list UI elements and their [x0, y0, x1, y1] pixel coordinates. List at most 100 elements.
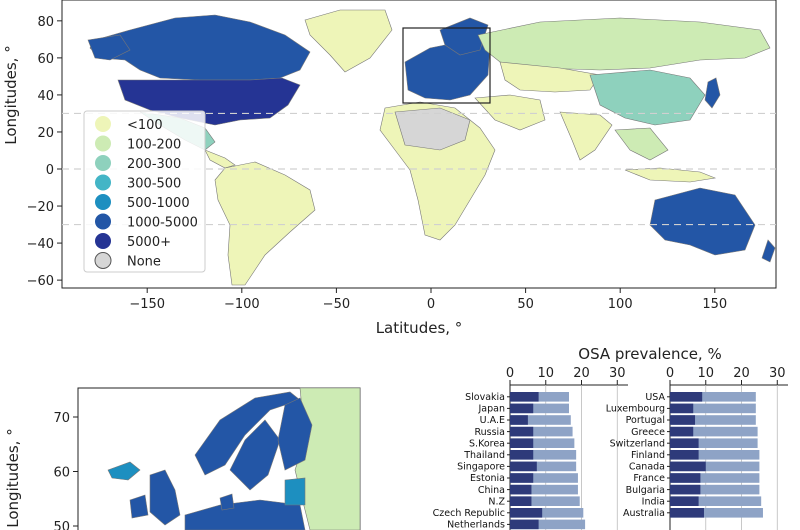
y-tick-label: −20	[27, 200, 54, 215]
legend-swatch	[95, 213, 111, 230]
bar-moderate-severe	[670, 392, 703, 402]
region-scandinavia	[439, 17, 489, 56]
region-australia	[649, 187, 756, 256]
bar-total	[510, 496, 580, 506]
legend-swatch	[94, 252, 112, 269]
world-y-axis-label: Longitudes, °	[2, 45, 20, 144]
y-tick-label: 60	[53, 466, 70, 481]
world-map-panel: −150 −100 −50 0 50 100 150 806040200−20−40−60 …	[2, 0, 777, 337]
y-tick-label: −60	[27, 274, 54, 289]
bar-tick-label: 30	[769, 366, 786, 381]
category-label: India	[642, 496, 665, 507]
category-label: China	[478, 485, 505, 496]
bar-moderate-severe	[510, 392, 539, 402]
region-south-america	[214, 161, 316, 286]
x-tick-label: 0	[427, 297, 435, 312]
world-landmasses	[87, 9, 776, 286]
category-label: Estonia	[470, 473, 505, 484]
category-label: Thailand	[463, 450, 505, 461]
legend-swatch	[95, 174, 111, 191]
x-tick-label: −150	[129, 297, 165, 312]
y-tick-label: 0	[46, 163, 54, 178]
category-label: Canada	[629, 462, 665, 473]
legend-label: 300-500	[127, 177, 181, 192]
category-label: France	[633, 473, 665, 484]
bar-total	[510, 461, 577, 472]
bar-total	[510, 438, 575, 448]
region-sahara-none	[394, 107, 471, 151]
bar-moderate-severe	[670, 415, 696, 425]
bar-moderate-severe	[510, 519, 539, 530]
region-iceland	[107, 461, 141, 481]
bar-total	[670, 415, 756, 425]
bar-total	[510, 392, 569, 402]
y-tick-label: 60	[37, 52, 54, 67]
category-label: Switzerland	[610, 438, 665, 449]
bar-total	[670, 392, 756, 402]
category-label: Portugal	[626, 415, 665, 426]
category-label: S.Korea	[469, 438, 505, 449]
bar-moderate-severe	[510, 450, 534, 460]
y-tick-label: 40	[37, 89, 54, 104]
legend-swatch	[95, 135, 111, 152]
bar-total	[670, 508, 763, 518]
bar-moderate-severe	[670, 473, 701, 483]
legend-swatch	[95, 155, 111, 171]
world-legend: <100 100-200 200-300 300-500 500-1000 1000-50…	[83, 110, 206, 273]
category-label: Finland	[631, 450, 665, 461]
region-finland	[277, 397, 313, 471]
bar-tick-label: 0	[666, 366, 674, 381]
bar-tick-label: 20	[573, 366, 590, 381]
x-tick-label: −100	[224, 297, 260, 312]
category-label: Japan	[478, 404, 506, 415]
bar-moderate-severe	[510, 473, 534, 483]
category-label: Netherlands	[447, 520, 505, 530]
bar-total	[510, 415, 571, 425]
osa-prevalence-charts: OSA prevalence, % 0 10 20 30 SlovakiaJapanU.…	[433, 345, 788, 530]
legend-label: 200-300	[127, 157, 181, 172]
y-tick-label: 50	[53, 520, 70, 530]
legend-box	[83, 110, 206, 273]
bar-total	[510, 473, 578, 483]
world-y-ticks: 80 60 40 20 0 −20 −40 −60	[27, 15, 62, 289]
bar-moderate-severe	[510, 484, 532, 495]
europe-y-ticks: 70 60 50	[53, 411, 78, 530]
bar-moderate-severe	[510, 403, 534, 414]
bar-moderate-severe	[510, 415, 528, 425]
region-ireland	[129, 494, 149, 519]
bar-panel-right: 0 10 20 30 USALuxembourgPortugalGreeceSwitze…	[606, 366, 788, 530]
bar-total	[510, 484, 578, 495]
bar-moderate-severe	[510, 461, 537, 472]
bar-total	[510, 403, 569, 414]
bar-total	[510, 519, 586, 530]
bar-total	[510, 508, 584, 518]
x-tick-label: 50	[517, 297, 534, 312]
bar-total	[670, 496, 762, 506]
bar-moderate-severe	[670, 461, 706, 472]
bar-moderate-severe	[670, 403, 694, 414]
region-indonesia	[624, 167, 717, 183]
bar-total	[670, 484, 760, 495]
bar-moderate-severe	[670, 496, 699, 506]
category-label: Luxembourg	[606, 404, 665, 415]
legend-label: 100-200	[127, 138, 181, 153]
bar-panel-left: 0 10 20 30 SlovakiaJapanU.A.ERussiaS.KoreaTh…	[433, 366, 628, 530]
legend-label: 1000-5000	[127, 216, 198, 231]
bar-total	[510, 450, 577, 460]
category-label: Bulgaria	[626, 485, 665, 496]
category-label: Australia	[623, 508, 665, 519]
legend-label: 500-1000	[127, 196, 190, 211]
bar-moderate-severe	[670, 450, 699, 460]
bar-total	[670, 438, 758, 448]
bar-tick-label: 20	[733, 366, 750, 381]
region-denmark	[219, 493, 235, 511]
region-central-america	[204, 149, 236, 169]
bar-moderate-severe	[670, 508, 704, 518]
bar-tick-label: 10	[537, 366, 554, 381]
category-label: Czech Republic	[433, 508, 505, 519]
bar-chart-title: OSA prevalence, %	[578, 345, 721, 363]
x-tick-label: −50	[323, 297, 350, 312]
category-label: USA	[645, 392, 665, 403]
bar-moderate-severe	[510, 426, 534, 437]
